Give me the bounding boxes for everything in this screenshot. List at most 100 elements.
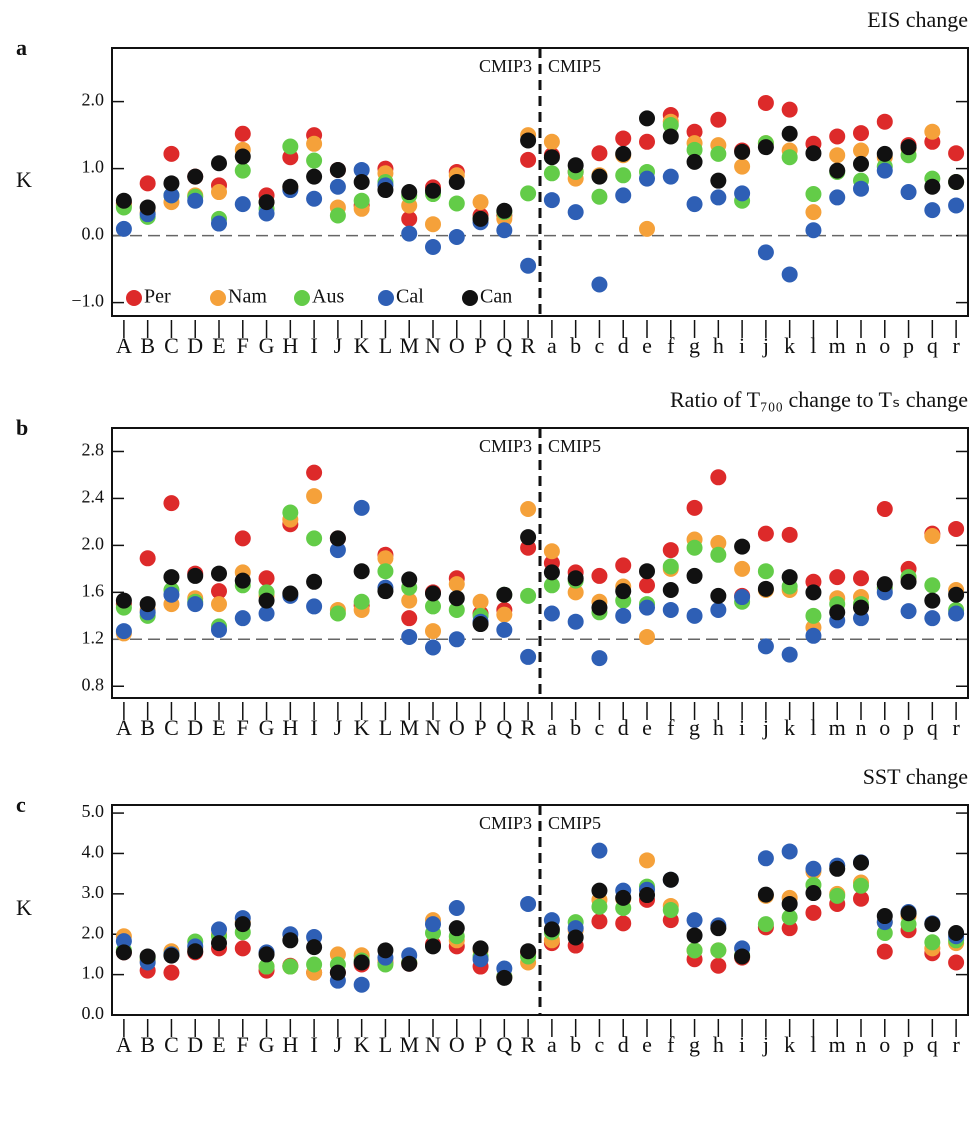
data-point <box>306 939 323 956</box>
x-tick-label: q <box>927 1032 938 1057</box>
data-point <box>329 964 346 981</box>
x-tick-label: f <box>667 715 675 740</box>
data-point <box>805 145 822 162</box>
data-point <box>234 916 251 933</box>
data-point <box>401 210 418 227</box>
data-point <box>567 584 584 601</box>
data-point <box>163 145 180 162</box>
x-tick-label: H <box>282 715 298 740</box>
data-point <box>496 969 513 986</box>
data-point <box>781 843 798 860</box>
data-point <box>591 599 608 616</box>
data-point <box>639 577 655 594</box>
data-point <box>211 583 227 600</box>
data-point <box>448 590 465 607</box>
data-point <box>425 585 441 602</box>
data-point <box>829 128 846 145</box>
data-point <box>853 570 869 587</box>
legend-marker <box>210 290 226 306</box>
legend-label: Nam <box>228 286 267 308</box>
group-label: CMIP5 <box>548 56 601 76</box>
data-point <box>639 170 655 187</box>
data-point <box>924 610 941 627</box>
data-point <box>615 915 632 932</box>
data-point <box>353 192 370 209</box>
x-tick-label: m <box>829 333 846 358</box>
data-point <box>377 583 394 600</box>
x-tick-label: i <box>739 1032 745 1057</box>
data-point <box>805 222 822 239</box>
data-point <box>543 133 560 150</box>
data-point <box>710 587 727 604</box>
data-point <box>472 210 489 227</box>
x-tick-label: l <box>810 715 816 740</box>
x-tick-label: P <box>474 1032 486 1057</box>
x-tick-label: b <box>570 715 581 740</box>
x-tick-label: i <box>739 333 745 358</box>
data-point <box>306 190 323 207</box>
data-point <box>567 929 584 946</box>
x-tick-label: a <box>547 333 557 358</box>
data-point <box>710 172 727 189</box>
data-point <box>425 938 441 955</box>
data-point <box>876 943 893 960</box>
data-point <box>211 935 227 952</box>
x-tick-label: R <box>521 715 536 740</box>
x-tick-label: o <box>879 333 890 358</box>
x-tick-label: R <box>521 1032 536 1057</box>
plot-frame <box>111 804 969 1016</box>
data-point <box>448 228 465 245</box>
data-point <box>163 586 180 603</box>
data-point <box>353 174 370 190</box>
x-tick-label: o <box>879 1032 890 1057</box>
data-point <box>353 563 370 580</box>
y-tick-label: 3.0 <box>82 882 105 902</box>
y-tick-label: 1.0 <box>82 963 105 983</box>
data-point <box>757 916 774 933</box>
data-point <box>282 138 299 155</box>
x-tick-label: m <box>829 1032 846 1057</box>
data-point <box>876 113 893 130</box>
x-tick-label: p <box>903 1032 914 1057</box>
data-point <box>734 560 751 577</box>
data-point <box>520 257 537 274</box>
x-tick-label: Q <box>496 715 512 740</box>
data-point <box>567 613 584 630</box>
x-tick-label: l <box>810 333 816 358</box>
data-point <box>853 155 869 172</box>
data-point <box>591 567 608 584</box>
data-point <box>829 162 846 179</box>
data-point <box>353 593 370 610</box>
data-point <box>757 638 774 655</box>
data-point <box>258 946 275 963</box>
data-point <box>115 623 132 640</box>
data-point <box>662 582 679 598</box>
data-point <box>829 887 846 904</box>
data-point <box>377 563 394 580</box>
data-point <box>448 920 465 937</box>
data-point <box>520 587 537 604</box>
panel-title: Ratio of T₇₀₀ change to Tₛ change <box>670 387 968 412</box>
data-point <box>710 601 727 618</box>
data-point <box>781 101 798 118</box>
x-tick-label: l <box>810 1032 816 1057</box>
data-point <box>234 530 251 547</box>
y-tick-label: 0.8 <box>82 674 105 694</box>
panel-label: a <box>16 35 27 60</box>
x-tick-label: e <box>642 333 652 358</box>
data-point <box>543 605 560 622</box>
data-point <box>234 162 251 179</box>
legend-label: Aus <box>312 286 344 308</box>
x-tick-label: N <box>425 333 441 358</box>
data-point <box>306 598 323 615</box>
data-point <box>448 174 465 190</box>
data-point <box>591 898 608 915</box>
x-tick-label: r <box>952 1032 960 1057</box>
data-point <box>829 860 846 877</box>
data-point <box>496 586 513 603</box>
data-point <box>329 207 346 224</box>
data-point <box>639 133 655 150</box>
data-point <box>401 610 418 627</box>
data-point <box>401 184 418 201</box>
x-tick-label: O <box>449 333 465 358</box>
